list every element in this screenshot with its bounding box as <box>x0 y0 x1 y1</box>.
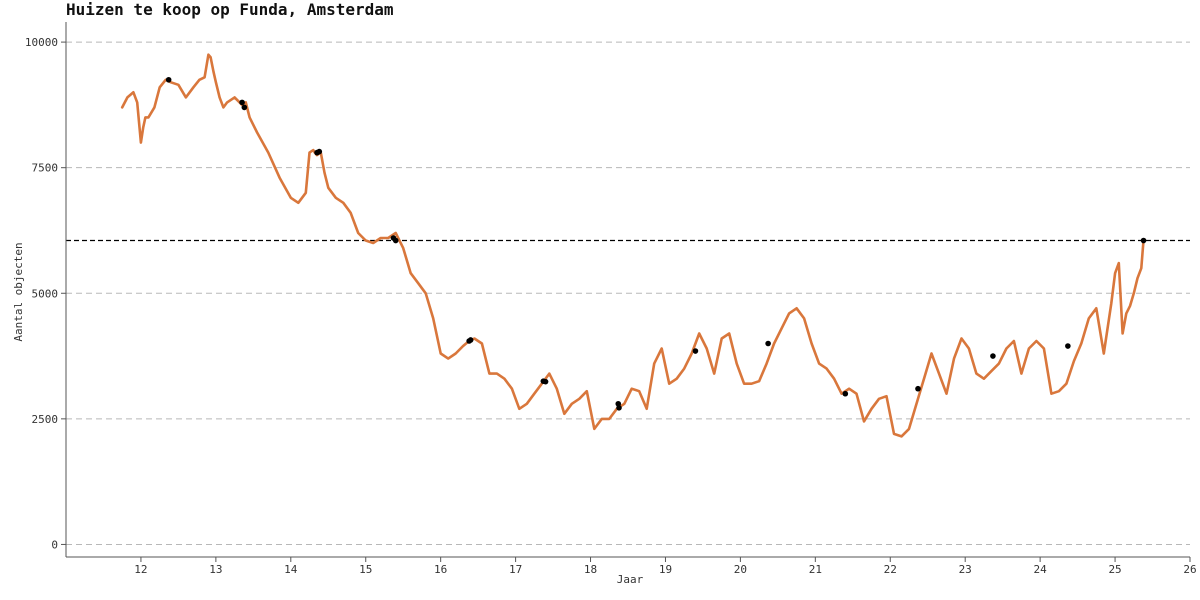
x-tick-label: 25 <box>1108 563 1121 576</box>
data-point-marker <box>165 76 172 83</box>
data-point-marker <box>241 104 248 111</box>
data-point-marker <box>616 405 622 411</box>
y-tick-label: 10000 <box>25 36 58 49</box>
x-tick-label: 22 <box>884 563 897 576</box>
data-point-marker <box>392 237 399 244</box>
x-tick-label: 15 <box>359 563 372 576</box>
x-tick-label: 16 <box>434 563 447 576</box>
data-point-marker <box>316 148 323 155</box>
data-point-marker <box>842 390 849 397</box>
x-tick-label: 19 <box>659 563 672 576</box>
data-point-marker <box>990 353 996 359</box>
chart-title: Huizen te koop op Funda, Amsterdam <box>66 0 394 19</box>
x-tick-label: 18 <box>584 563 597 576</box>
x-tick-label: 20 <box>734 563 747 576</box>
gridlines <box>66 41 1190 545</box>
x-axis-title: Jaar <box>617 573 644 586</box>
x-tick-label: 23 <box>959 563 972 576</box>
y-tick-label: 7500 <box>32 162 59 175</box>
y-axis-title: Aantal objecten <box>12 242 25 341</box>
x-tick-label: 17 <box>509 563 522 576</box>
data-point-marker <box>915 385 921 392</box>
y-tick-label: 5000 <box>32 287 59 300</box>
x-tick-label: 21 <box>809 563 822 576</box>
y-tick-label: 2500 <box>32 413 59 426</box>
markers-layer <box>165 76 1147 411</box>
x-tick-label: 13 <box>209 563 222 576</box>
x-tick-label: 12 <box>134 563 147 576</box>
data-point-marker <box>1140 237 1147 244</box>
series-layer <box>120 53 1145 438</box>
data-point-marker <box>239 99 245 106</box>
x-tick-label: 24 <box>1034 563 1048 576</box>
axes: 0 2500 5000 7500 10000 12 13 14 15 16 17 18 19 20 21 22… <box>25 22 1197 576</box>
data-point-marker <box>467 337 474 343</box>
x-tick-label: 26 <box>1183 563 1196 576</box>
y-tick-label: 0 <box>51 538 58 551</box>
series-line <box>120 53 1145 438</box>
x-tick-label: 14 <box>284 563 298 576</box>
data-point-marker <box>765 340 771 347</box>
data-point-marker <box>692 348 699 354</box>
data-point-marker <box>1065 343 1071 349</box>
data-point-marker <box>542 378 549 385</box>
